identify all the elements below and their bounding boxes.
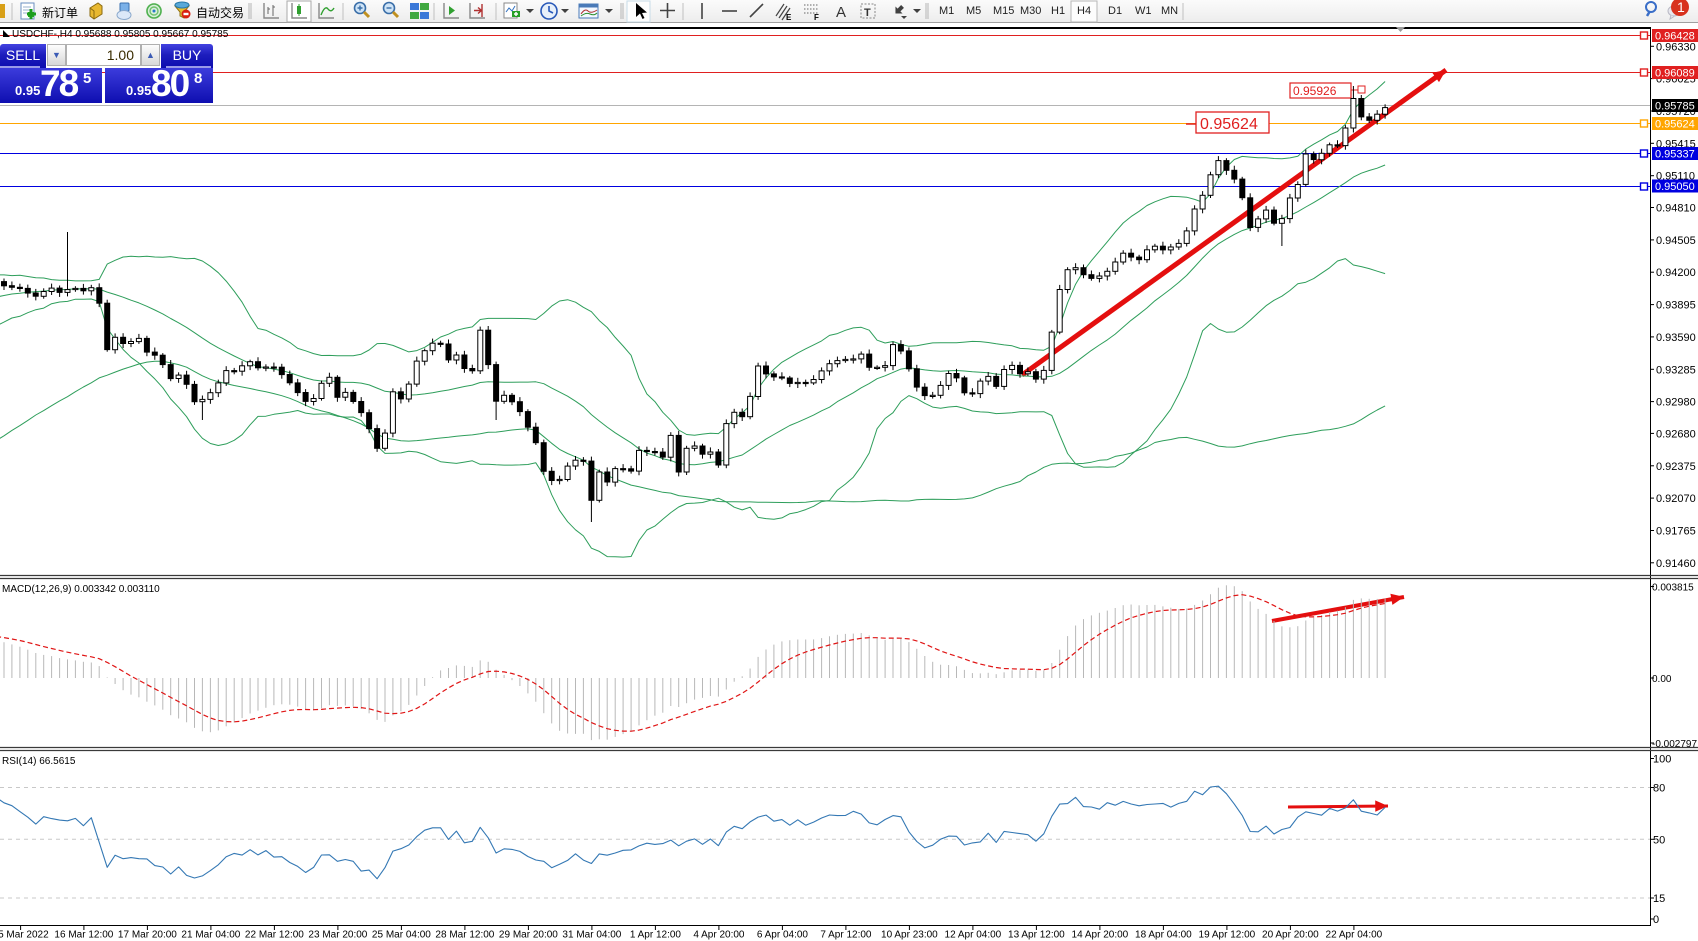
svg-text:0.96428: 0.96428	[1655, 31, 1695, 43]
svg-text:-0.002797: -0.002797	[1652, 739, 1697, 750]
svg-text:F: F	[814, 13, 819, 22]
svg-text:25 Mar 04:00: 25 Mar 04:00	[372, 930, 431, 941]
svg-text:15 Mar 2022: 15 Mar 2022	[0, 930, 49, 941]
svg-text:0.00: 0.00	[1652, 674, 1672, 685]
svg-text:A: A	[836, 4, 846, 21]
svg-text:0.92680: 0.92680	[1656, 428, 1696, 440]
svg-text:4 Apr 20:00: 4 Apr 20:00	[693, 930, 745, 941]
svg-text:0.93590: 0.93590	[1656, 332, 1696, 344]
svg-text:22 Mar 12:00: 22 Mar 12:00	[245, 930, 304, 941]
svg-text:0.91460: 0.91460	[1656, 558, 1696, 570]
svg-text:12 Apr 04:00: 12 Apr 04:00	[945, 930, 1002, 941]
svg-text:USDCHF-,H4 0.95688 0.95805 0.: USDCHF-,H4 0.95688 0.95805 0.95667 0.957…	[12, 29, 229, 40]
svg-text:RSI(14) 66.5615: RSI(14) 66.5615	[2, 756, 76, 767]
svg-text:0.93895: 0.93895	[1656, 300, 1696, 312]
svg-text:0.95785: 0.95785	[1655, 101, 1695, 113]
svg-text:0.95624: 0.95624	[1655, 119, 1695, 131]
svg-text:1 Apr 12:00: 1 Apr 12:00	[630, 930, 682, 941]
svg-text:T: T	[864, 7, 871, 19]
svg-text:0.94200: 0.94200	[1656, 267, 1696, 279]
svg-text:0.003815: 0.003815	[1652, 583, 1694, 594]
svg-text:0.96089: 0.96089	[1655, 68, 1695, 80]
svg-text:0.95337: 0.95337	[1655, 149, 1695, 161]
svg-text:MACD(12,26,9) 0.003342 0.00311: MACD(12,26,9) 0.003342 0.003110	[2, 584, 160, 595]
svg-text:50: 50	[1653, 834, 1665, 846]
svg-text:100: 100	[1653, 754, 1671, 766]
svg-text:1: 1	[1677, 0, 1685, 15]
svg-text:E: E	[786, 13, 792, 22]
svg-text:21 Mar 04:00: 21 Mar 04:00	[181, 930, 240, 941]
svg-text:31 Mar 04:00: 31 Mar 04:00	[562, 930, 621, 941]
svg-text:0: 0	[1653, 914, 1659, 926]
svg-text:23 Mar 20:00: 23 Mar 20:00	[308, 930, 367, 941]
svg-text:0.92980: 0.92980	[1656, 397, 1696, 409]
svg-text:80: 80	[1653, 783, 1665, 795]
svg-text:15: 15	[1653, 893, 1665, 905]
svg-text:0.94505: 0.94505	[1656, 235, 1696, 247]
svg-text:19 Apr 12:00: 19 Apr 12:00	[1199, 930, 1256, 941]
svg-text:7 Apr 12:00: 7 Apr 12:00	[820, 930, 872, 941]
svg-text:18 Apr 04:00: 18 Apr 04:00	[1135, 930, 1192, 941]
svg-text:0.92070: 0.92070	[1656, 493, 1696, 505]
svg-text:0.95926: 0.95926	[1293, 84, 1337, 98]
svg-text:22 Apr 04:00: 22 Apr 04:00	[1326, 930, 1383, 941]
svg-text:6 Apr 04:00: 6 Apr 04:00	[757, 930, 809, 941]
svg-text:0.92375: 0.92375	[1656, 461, 1696, 473]
svg-text:14 Apr 20:00: 14 Apr 20:00	[1072, 930, 1129, 941]
svg-text:0.95050: 0.95050	[1655, 181, 1695, 193]
svg-text:29 Mar 20:00: 29 Mar 20:00	[499, 930, 558, 941]
svg-text:0.91765: 0.91765	[1656, 526, 1696, 538]
svg-text:0.94810: 0.94810	[1656, 203, 1696, 215]
svg-text:16 Mar 12:00: 16 Mar 12:00	[54, 930, 113, 941]
svg-text:10 Apr 23:00: 10 Apr 23:00	[881, 930, 938, 941]
svg-text:13 Apr 12:00: 13 Apr 12:00	[1008, 930, 1065, 941]
svg-text:0.95624: 0.95624	[1200, 116, 1258, 133]
svg-text:17 Mar 20:00: 17 Mar 20:00	[118, 930, 177, 941]
svg-text:28 Mar 12:00: 28 Mar 12:00	[435, 930, 494, 941]
svg-text:0.96330: 0.96330	[1656, 41, 1696, 53]
svg-text:20 Apr 20:00: 20 Apr 20:00	[1262, 930, 1319, 941]
svg-text:0.93285: 0.93285	[1656, 364, 1696, 376]
